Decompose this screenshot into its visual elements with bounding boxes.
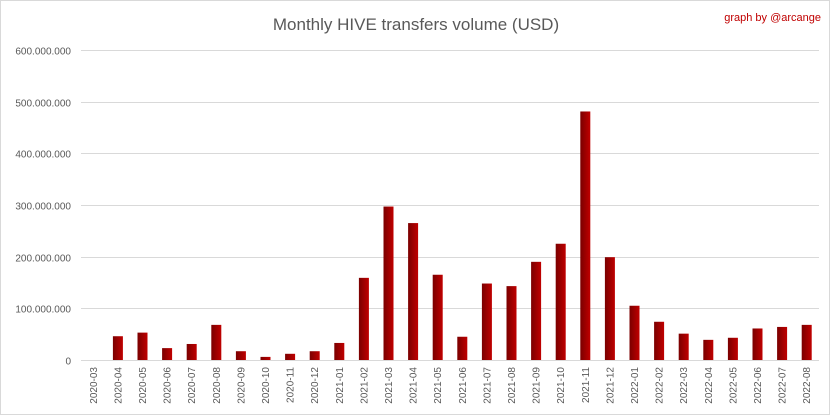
x-tick-label: 2021-01 — [335, 367, 346, 404]
x-tick-label: 2020-06 — [163, 367, 174, 404]
bar — [727, 337, 738, 360]
bar — [358, 277, 369, 360]
bar — [481, 283, 492, 360]
bar — [752, 328, 763, 360]
x-axis-ticks: 2020-03 2020-04 2020-05 2020-06 2020-07 2020-… — [89, 367, 813, 404]
x-tick-label: 2021-04 — [409, 367, 420, 404]
x-tick-label: 2020-09 — [236, 367, 247, 404]
bar — [309, 351, 320, 360]
bar — [408, 223, 419, 360]
y-axis-ticks: 0 100.000.000 200.000.000 300.000.000 400.00… — [15, 47, 71, 368]
y-tick-label: 300.000.000 — [15, 202, 71, 213]
x-tick-label: 2022-06 — [753, 367, 764, 404]
x-tick-label: 2021-11 — [581, 367, 592, 403]
x-tick-label: 2022-04 — [704, 367, 715, 404]
bar — [334, 342, 345, 360]
bar — [162, 348, 173, 360]
bar — [383, 206, 394, 360]
bar — [235, 351, 246, 360]
x-tick-label: 2020-11 — [286, 367, 297, 403]
x-tick-label: 2020-04 — [113, 367, 124, 404]
bar — [457, 336, 468, 360]
bar — [285, 353, 296, 360]
bar — [211, 324, 222, 360]
bar — [137, 332, 148, 360]
bar — [703, 339, 714, 360]
chart-credit: graph by @arcange — [724, 12, 821, 24]
bar — [531, 261, 542, 360]
x-tick-label: 2021-07 — [482, 367, 493, 404]
x-tick-label: 2022-05 — [728, 367, 739, 404]
x-tick-label: 2022-07 — [778, 367, 789, 404]
bar — [506, 286, 517, 360]
x-tick-label: 2022-01 — [630, 367, 641, 404]
y-tick-label: 400.000.000 — [15, 150, 71, 161]
y-tick-label: 500.000.000 — [15, 99, 71, 110]
x-tick-label: 2021-05 — [433, 367, 444, 404]
grid-layer — [81, 50, 819, 361]
bar — [654, 321, 665, 360]
x-tick-label: 2021-12 — [605, 367, 616, 404]
y-tick-label: 100.000.000 — [15, 305, 71, 316]
x-tick-label: 2020-10 — [261, 367, 272, 404]
x-tick-label: 2020-12 — [310, 367, 321, 404]
x-tick-label: 2022-08 — [802, 367, 813, 404]
bar — [801, 324, 812, 360]
bar — [186, 343, 197, 360]
y-tick-label: 600.000.000 — [15, 47, 71, 58]
bar — [678, 333, 689, 360]
x-tick-label: 2020-03 — [89, 367, 100, 404]
bar — [580, 111, 591, 360]
y-tick-label: 200.000.000 — [15, 254, 71, 265]
x-tick-label: 2021-09 — [532, 367, 543, 404]
bar — [260, 356, 271, 360]
x-tick-label: 2021-03 — [384, 367, 395, 404]
bar — [604, 257, 615, 360]
y-tick-label: 0 — [65, 357, 71, 368]
x-tick-label: 2021-02 — [359, 367, 370, 404]
bar — [432, 274, 443, 360]
x-tick-label: 2021-08 — [507, 367, 518, 404]
x-tick-label: 2022-03 — [679, 367, 690, 404]
bar — [112, 336, 123, 360]
x-tick-label: 2020-05 — [138, 367, 149, 404]
bar — [777, 326, 788, 360]
chart-title: Monthly HIVE transfers volume (USD) — [273, 15, 559, 34]
x-tick-label: 2021-06 — [458, 367, 469, 404]
x-tick-label: 2020-07 — [187, 367, 198, 404]
x-tick-label: 2020-08 — [212, 367, 223, 404]
bar — [629, 305, 640, 360]
x-tick-label: 2022-02 — [655, 367, 666, 404]
bar-layer — [112, 111, 812, 360]
bar — [555, 243, 566, 360]
x-tick-label: 2021-10 — [556, 367, 567, 404]
